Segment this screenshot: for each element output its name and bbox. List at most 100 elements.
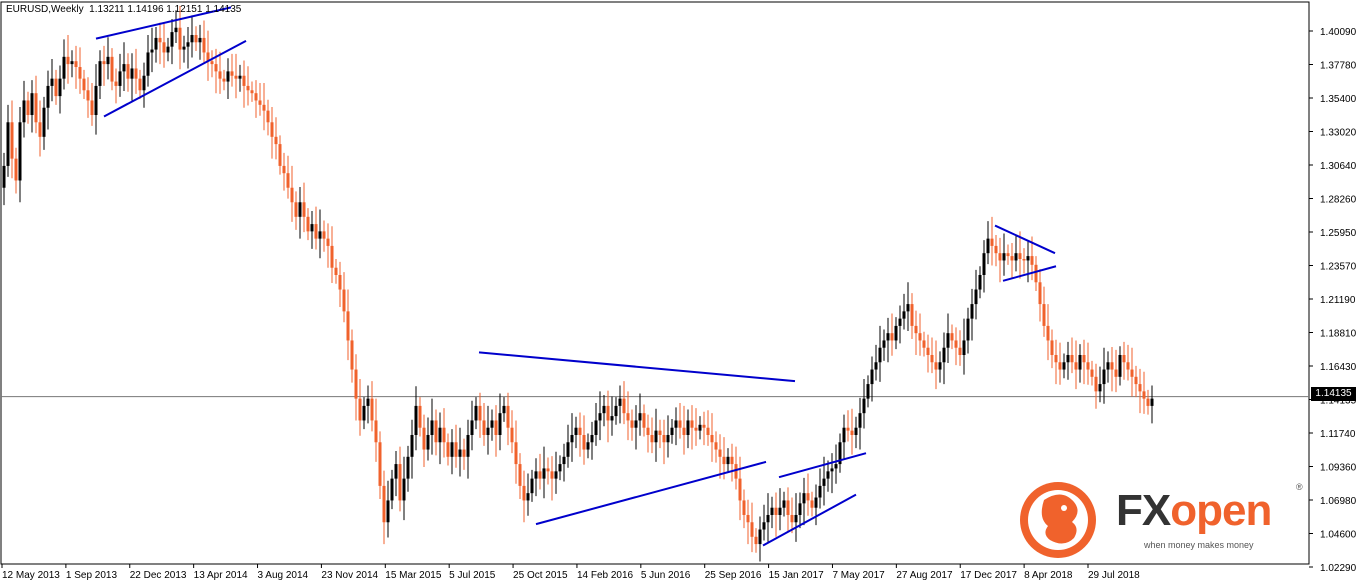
candle-body xyxy=(922,340,926,348)
candle-body xyxy=(1074,362,1078,370)
candle-body xyxy=(1146,398,1150,406)
y-tick-label: 1.04600 xyxy=(1320,530,1357,541)
candle-body xyxy=(202,37,206,53)
x-tick-label: 12 May 2013 xyxy=(2,570,60,581)
candle-body xyxy=(246,85,250,91)
candle-body xyxy=(266,110,270,123)
candle-body xyxy=(894,325,898,341)
candle-body xyxy=(670,427,674,435)
candle-body xyxy=(18,122,22,181)
candle-body xyxy=(566,442,570,457)
x-tick-label: 8 Apr 2018 xyxy=(1024,570,1073,581)
x-tick-label: 25 Sep 2016 xyxy=(705,570,762,581)
candle-body xyxy=(474,405,478,421)
candle-body xyxy=(514,442,518,465)
y-tick-label: 1.28260 xyxy=(1320,195,1357,206)
candle-body xyxy=(1110,362,1114,370)
candle-body xyxy=(802,493,806,504)
candle-body xyxy=(838,442,842,465)
x-tick-label: 27 Aug 2017 xyxy=(896,570,953,581)
candle-body xyxy=(910,304,914,326)
x-tick-label: 23 Nov 2014 xyxy=(321,570,378,581)
candle-body xyxy=(1150,398,1154,406)
candle-body xyxy=(934,362,938,370)
candle-body xyxy=(714,442,718,450)
candle-body xyxy=(998,253,1002,261)
candle-body xyxy=(178,27,182,50)
candle-body xyxy=(498,413,502,435)
candle-body xyxy=(986,238,990,254)
y-tick-label: 1.40090 xyxy=(1320,27,1357,38)
candle-body xyxy=(1050,340,1054,355)
candle-body xyxy=(518,464,522,486)
candle-body xyxy=(574,427,578,435)
candle-body xyxy=(622,398,626,414)
candle-body xyxy=(758,529,762,545)
candle-body xyxy=(318,231,322,239)
trendline xyxy=(762,493,857,547)
candle-body xyxy=(326,238,330,246)
candle-body xyxy=(1006,253,1010,257)
candle-body xyxy=(1014,253,1018,261)
trendline xyxy=(95,6,232,40)
candle-body xyxy=(422,427,426,450)
candle-body xyxy=(1102,369,1106,385)
candle-body xyxy=(38,122,42,137)
candle-body xyxy=(158,37,162,43)
candle-body xyxy=(1026,256,1030,261)
candle-body xyxy=(414,405,418,435)
candle-body xyxy=(886,333,890,341)
candle-body xyxy=(994,245,998,254)
candle-body xyxy=(130,68,134,79)
candle-body xyxy=(78,67,82,79)
candle-body xyxy=(638,413,642,421)
y-tick-label: 1.18810 xyxy=(1320,329,1357,340)
current-price-badge: 1.14135 xyxy=(1311,387,1356,401)
candle-body xyxy=(30,93,34,116)
trendline xyxy=(1002,265,1057,282)
candle-body xyxy=(426,434,430,450)
candle-body xyxy=(794,514,798,523)
candle-body xyxy=(122,64,126,72)
candle-body xyxy=(1030,256,1034,265)
candle-body xyxy=(554,471,558,479)
candle-body xyxy=(1090,369,1094,377)
candle-body xyxy=(602,405,606,414)
x-tick-label: 15 Mar 2015 xyxy=(385,570,442,581)
candle-body xyxy=(798,503,802,515)
candle-body xyxy=(766,514,770,523)
candle-body xyxy=(578,427,582,435)
candle-body xyxy=(1034,264,1038,283)
y-tick-label: 1.09360 xyxy=(1320,463,1357,474)
candle-body xyxy=(1002,253,1006,261)
candle-body xyxy=(610,416,614,421)
candle-body xyxy=(550,471,554,479)
candle-body xyxy=(710,434,714,443)
y-tick-label: 1.21190 xyxy=(1320,295,1356,306)
x-tick-label: 22 Dec 2013 xyxy=(130,570,187,581)
x-tick-label: 3 Aug 2014 xyxy=(258,570,309,581)
candle-body xyxy=(770,507,774,515)
candle-body xyxy=(782,500,786,508)
candle-body xyxy=(442,427,446,443)
candle-body xyxy=(1106,362,1110,370)
candle-body xyxy=(726,456,730,465)
logo-tagline: when money makes money xyxy=(1144,540,1254,550)
candle-body xyxy=(786,500,790,515)
candle-body xyxy=(754,536,758,545)
candle-body xyxy=(702,424,706,428)
x-tick-label: 7 May 2017 xyxy=(832,570,885,581)
candle-body xyxy=(806,493,810,501)
candle-body xyxy=(446,442,450,457)
candle-body xyxy=(126,64,130,79)
trendline xyxy=(478,351,796,383)
candle-body xyxy=(278,144,282,166)
candle-body xyxy=(538,471,542,479)
candle-body xyxy=(898,318,902,326)
candle-body xyxy=(290,187,294,203)
candle-body xyxy=(950,333,954,341)
candle-body xyxy=(206,52,210,62)
y-tick-label: 1.30640 xyxy=(1320,161,1357,172)
candle-body xyxy=(954,340,958,348)
